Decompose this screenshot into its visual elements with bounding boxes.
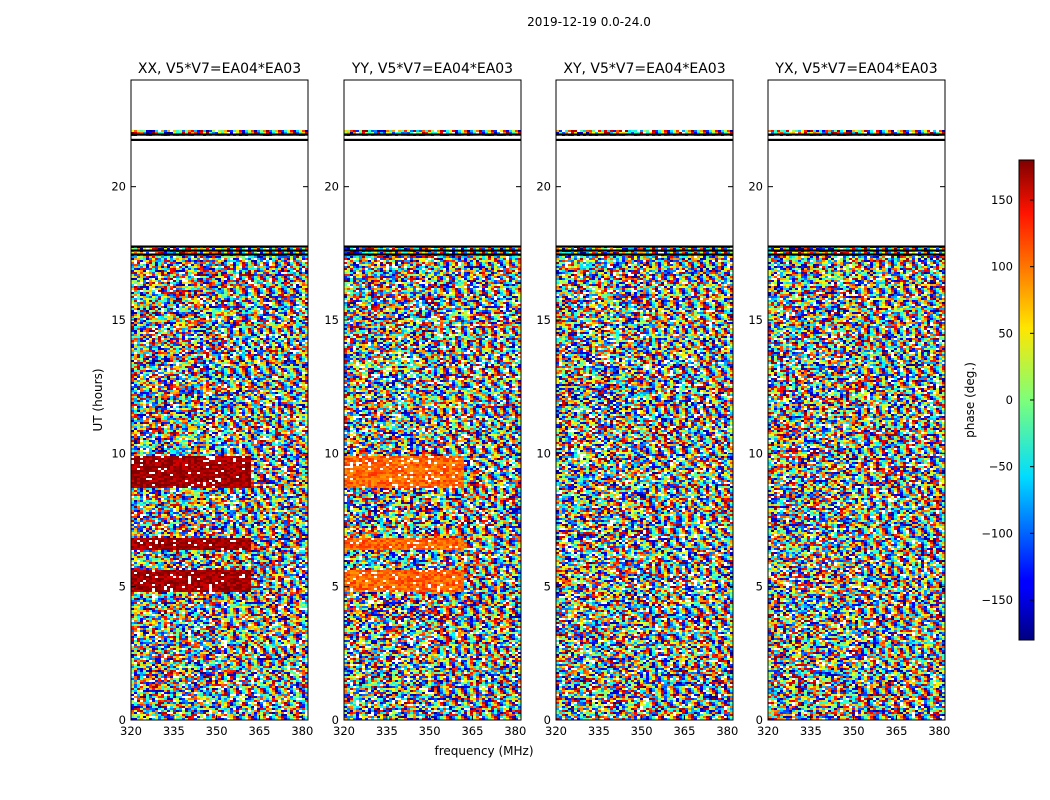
axes-frame bbox=[555, 79, 734, 721]
x-tick-label: 350 bbox=[419, 724, 441, 738]
y-tick-label: 15 bbox=[536, 313, 551, 327]
y-tick-label: 15 bbox=[324, 313, 339, 327]
y-tick-label: 20 bbox=[748, 180, 763, 194]
x-tick-label: 380 bbox=[504, 724, 526, 738]
flag-line bbox=[344, 138, 521, 141]
axes-frame bbox=[343, 79, 522, 721]
colorbar-tick-label: −50 bbox=[989, 460, 1013, 474]
y-tick-label: 5 bbox=[332, 580, 339, 594]
x-tick-label: 335 bbox=[588, 724, 610, 738]
heatmap-image bbox=[556, 80, 733, 720]
flag-line bbox=[556, 253, 733, 256]
flag-line bbox=[344, 245, 521, 248]
x-tick-label: 320 bbox=[333, 724, 355, 738]
heatmap-image bbox=[768, 80, 945, 720]
flag-line bbox=[131, 138, 308, 141]
heatmap-image bbox=[131, 80, 308, 720]
y-tick-label: 20 bbox=[324, 180, 339, 194]
y-tick-label: 0 bbox=[544, 713, 551, 727]
y-tick-label: 15 bbox=[111, 313, 126, 327]
y-tick-label: 10 bbox=[748, 446, 763, 460]
x-tick-label: 380 bbox=[291, 724, 313, 738]
colorbar: 150 100 50 0 −50 −100 −150 phase (deg.) bbox=[963, 159, 1035, 641]
heatmap-image bbox=[344, 80, 521, 720]
y-tick-label: 15 bbox=[748, 313, 763, 327]
y-tick-label: 5 bbox=[756, 580, 763, 594]
panel-yy: YY, V5*V7=EA04*EA03 320 335 350 365 380 0 5 10 15… bbox=[324, 61, 526, 738]
y-tick-label: 5 bbox=[119, 580, 126, 594]
colorbar-label: phase (deg.) bbox=[963, 362, 977, 438]
y-tick-label: 10 bbox=[111, 446, 126, 460]
x-tick-label: 365 bbox=[248, 724, 270, 738]
x-tick-label: 380 bbox=[928, 724, 950, 738]
flag-line bbox=[131, 245, 308, 248]
x-tick-label: 365 bbox=[461, 724, 483, 738]
y-tick-label: 10 bbox=[324, 446, 339, 460]
x-tick-label: 335 bbox=[163, 724, 185, 738]
x-tick-label: 350 bbox=[206, 724, 228, 738]
panel-title: YY, V5*V7=EA04*EA03 bbox=[351, 61, 513, 77]
panel-xx: XX, V5*V7=EA04*EA03 320 335 350 365 380 0 5 10 15… bbox=[111, 61, 313, 738]
colorbar-tick-label: −100 bbox=[981, 526, 1013, 540]
flag-line bbox=[556, 133, 733, 136]
colorbar-tick-label: 50 bbox=[998, 326, 1013, 340]
x-tick-label: 365 bbox=[885, 724, 907, 738]
flag-line bbox=[768, 138, 945, 141]
x-axis-label: frequency (MHz) bbox=[434, 744, 533, 758]
x-tick-label: 365 bbox=[673, 724, 695, 738]
flag-line bbox=[344, 133, 521, 136]
panel-grid: XX, V5*V7=EA04*EA03 320 335 350 365 380 0 5 10 15… bbox=[111, 61, 950, 738]
panel-title: XX, V5*V7=EA04*EA03 bbox=[138, 61, 301, 77]
flag-line bbox=[768, 253, 945, 256]
y-tick-label: 20 bbox=[536, 180, 551, 194]
y-axis-label: UT (hours) bbox=[91, 368, 105, 431]
flag-line bbox=[344, 249, 521, 252]
flag-line bbox=[768, 245, 945, 248]
flag-line bbox=[131, 253, 308, 256]
flag-line bbox=[768, 133, 945, 136]
flag-line bbox=[556, 138, 733, 141]
panel-yx: YX, V5*V7=EA04*EA03 320 335 350 365 380 0 5 10 15… bbox=[748, 61, 950, 738]
panel-title: XY, V5*V7=EA04*EA03 bbox=[563, 61, 725, 77]
colorbar-tick-label: 100 bbox=[991, 260, 1013, 274]
x-tick-label: 335 bbox=[800, 724, 822, 738]
flag-line bbox=[344, 253, 521, 256]
x-tick-label: 320 bbox=[545, 724, 567, 738]
x-tick-label: 320 bbox=[120, 724, 142, 738]
colorbar-ticks: 150 100 50 0 −50 −100 −150 bbox=[981, 193, 1034, 607]
x-tick-label: 350 bbox=[631, 724, 653, 738]
flag-line bbox=[556, 245, 733, 248]
y-tick-label: 0 bbox=[119, 713, 126, 727]
y-tick-label: 10 bbox=[536, 446, 551, 460]
colorbar-tick-label: 150 bbox=[991, 193, 1013, 207]
y-tick-label: 0 bbox=[332, 713, 339, 727]
colorbar-tick-label: −150 bbox=[981, 593, 1013, 607]
flag-line bbox=[768, 249, 945, 252]
y-tick-label: 20 bbox=[111, 180, 126, 194]
figure-suptitle: 2019-12-19 0.0-24.0 bbox=[527, 15, 651, 29]
axes-frame bbox=[767, 79, 946, 721]
y-tick-label: 0 bbox=[756, 713, 763, 727]
x-tick-label: 350 bbox=[843, 724, 865, 738]
axes-frame bbox=[130, 79, 309, 721]
flag-line bbox=[131, 133, 308, 136]
y-tick-label: 5 bbox=[544, 580, 551, 594]
x-tick-label: 335 bbox=[376, 724, 398, 738]
flag-line bbox=[556, 249, 733, 252]
colorbar-tick-label: 0 bbox=[1006, 393, 1013, 407]
flag-line bbox=[131, 249, 308, 252]
x-tick-label: 380 bbox=[716, 724, 738, 738]
panel-title: YX, V5*V7=EA04*EA03 bbox=[774, 61, 937, 77]
x-tick-label: 320 bbox=[757, 724, 779, 738]
panel-xy: XY, V5*V7=EA04*EA03 320 335 350 365 380 0 5 10 15… bbox=[536, 61, 738, 738]
